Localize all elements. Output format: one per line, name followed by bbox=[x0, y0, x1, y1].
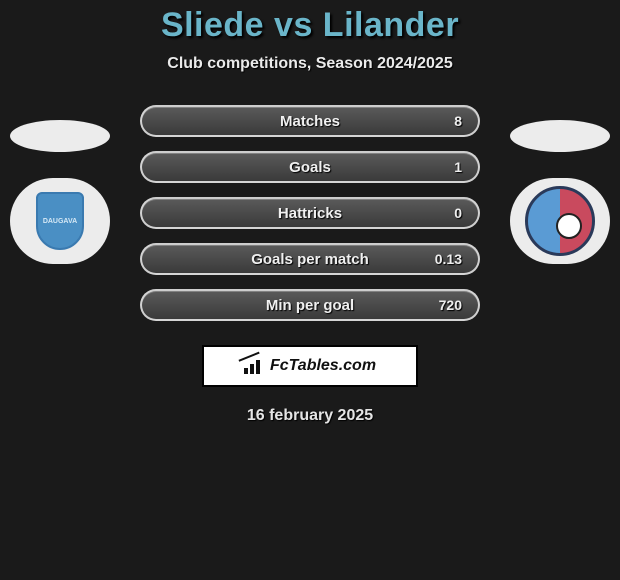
club-badge-left: DAUGAVA bbox=[10, 178, 110, 264]
brand-link[interactable]: FcTables.com bbox=[202, 345, 418, 387]
comparison-card: Sliede vs Lilander Club competitions, Se… bbox=[0, 0, 620, 580]
stat-row-hattricks: Hattricks 0 bbox=[140, 197, 480, 229]
stat-row-min-per-goal: Min per goal 720 bbox=[140, 289, 480, 321]
daugava-badge-icon: DAUGAVA bbox=[36, 192, 84, 250]
stat-row-goals-per-match: Goals per match 0.13 bbox=[140, 243, 480, 275]
stat-label: Goals bbox=[142, 159, 478, 176]
page-title: Sliede vs Lilander bbox=[0, 6, 620, 45]
stat-label: Goals per match bbox=[142, 251, 478, 268]
stat-row-matches: Matches 8 bbox=[140, 105, 480, 137]
season-subtitle: Club competitions, Season 2024/2025 bbox=[0, 55, 620, 73]
stat-label: Min per goal bbox=[142, 297, 478, 314]
stat-label: Hattricks bbox=[142, 205, 478, 222]
player-right-avatar bbox=[510, 120, 610, 152]
stats-list: Matches 8 Goals 1 Hattricks 0 Goals per … bbox=[140, 105, 480, 321]
bar-chart-icon bbox=[244, 358, 264, 374]
stat-value: 1 bbox=[454, 159, 462, 175]
paide-badge-icon bbox=[525, 186, 595, 256]
stat-value: 0.13 bbox=[435, 251, 462, 267]
stat-value: 720 bbox=[439, 297, 462, 313]
footer-date: 16 february 2025 bbox=[0, 407, 620, 425]
player-left-avatar bbox=[10, 120, 110, 152]
stat-value: 0 bbox=[454, 205, 462, 221]
stat-value: 8 bbox=[454, 113, 462, 129]
player-right-column bbox=[500, 120, 620, 264]
stat-label: Matches bbox=[142, 113, 478, 130]
club-badge-right bbox=[510, 178, 610, 264]
brand-text: FcTables.com bbox=[270, 357, 376, 375]
player-left-column: DAUGAVA bbox=[0, 120, 120, 264]
stat-row-goals: Goals 1 bbox=[140, 151, 480, 183]
